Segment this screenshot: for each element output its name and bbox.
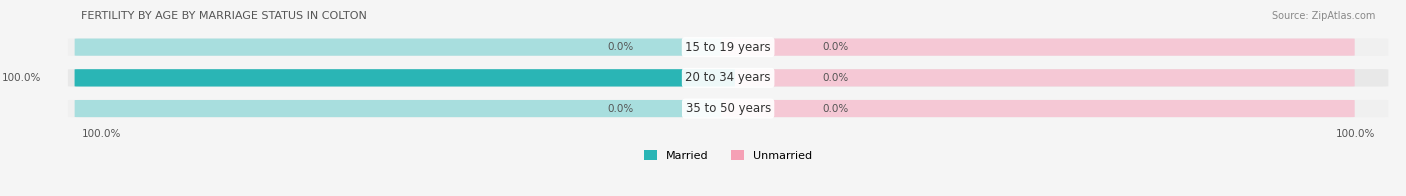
Text: 15 to 19 years: 15 to 19 years [685, 41, 770, 54]
FancyBboxPatch shape [67, 38, 1388, 56]
FancyBboxPatch shape [75, 69, 735, 86]
FancyBboxPatch shape [721, 39, 1354, 56]
Text: 100.0%: 100.0% [1, 73, 41, 83]
FancyBboxPatch shape [75, 69, 735, 86]
FancyBboxPatch shape [721, 69, 1354, 86]
Text: 0.0%: 0.0% [823, 73, 849, 83]
Text: 35 to 50 years: 35 to 50 years [686, 102, 770, 115]
Text: Source: ZipAtlas.com: Source: ZipAtlas.com [1271, 11, 1375, 21]
Text: FERTILITY BY AGE BY MARRIAGE STATUS IN COLTON: FERTILITY BY AGE BY MARRIAGE STATUS IN C… [82, 11, 367, 21]
FancyBboxPatch shape [721, 100, 1354, 117]
Text: 0.0%: 0.0% [607, 103, 634, 113]
Text: 0.0%: 0.0% [607, 42, 634, 52]
FancyBboxPatch shape [75, 39, 735, 56]
Text: 0.0%: 0.0% [823, 42, 849, 52]
FancyBboxPatch shape [67, 100, 1388, 117]
FancyBboxPatch shape [75, 100, 735, 117]
Text: 0.0%: 0.0% [823, 103, 849, 113]
FancyBboxPatch shape [67, 69, 1388, 87]
Text: 100.0%: 100.0% [82, 129, 121, 139]
Text: 100.0%: 100.0% [1336, 129, 1375, 139]
Legend: Married, Unmarried: Married, Unmarried [640, 146, 817, 165]
Text: 20 to 34 years: 20 to 34 years [685, 71, 770, 84]
